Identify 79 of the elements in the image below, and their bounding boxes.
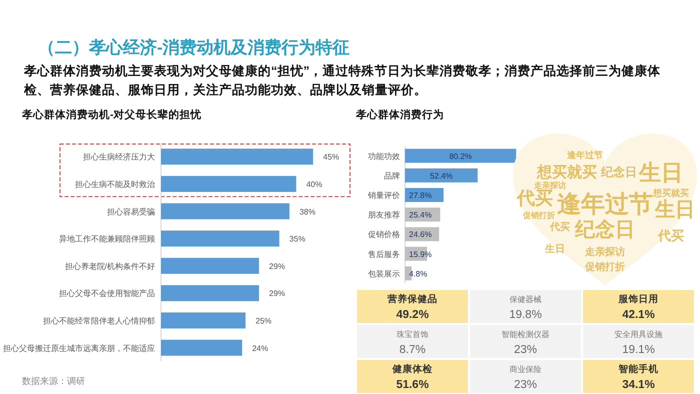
data-label: 25% [256,316,272,326]
text: 23% [514,344,538,356]
text: 促销打折 [522,211,555,220]
text: 8.7% [399,344,426,356]
text: 走亲探访 [584,246,625,258]
y-tick-label: 朋友推荐 [368,210,400,220]
y-tick-label: 销量评价 [367,191,400,200]
chart-title: 孝心群体消费行为 [355,108,444,121]
category-label: 商业保险 [510,365,542,374]
data-label: 52.4% [430,171,453,180]
text: 孝心群体消费动机主要表现为对父母健康的“担忧”，通过特殊节日为长辈消费敬孝；消费产品选择前三为健康体检、营养保健品、服饰日用，关注产品功能功效、品牌以及销量评价。 [24,63,662,99]
text: 34.1% [622,379,655,391]
text: 代买 [657,228,684,243]
bar [161,340,242,356]
bar [161,176,296,192]
text: （二）孝心经济-消费动机及消费行为特征 [38,38,350,57]
bar [161,312,246,328]
y-tick-label: 担心父母搬迁原生城市远离亲朋，不能适应 [3,344,155,353]
text: 逢年过节 [557,191,653,218]
chart-title: 孝心群体消费动机-对父母长辈的担忧 [21,108,202,121]
text: 生日 [638,160,683,185]
text: 42.1% [622,309,655,321]
y-tick-label: 担心容易受骗 [107,207,155,216]
data-label: 25.4% [409,210,432,220]
text: 生日 [544,243,565,255]
category-label: 珠宝首饰 [396,330,428,339]
text: 代买 [516,188,553,208]
category-label: 营养保健品 [386,293,438,305]
y-tick-label: 担心不能经常陪伴老人心情抑郁 [43,316,155,326]
text: 走亲探访 [533,180,566,190]
y-tick-label: 担心父母不会使用智能产品 [59,289,155,298]
bar [161,285,260,302]
y-tick-label: 包装展示 [368,269,400,278]
data-label: 38% [299,207,316,216]
category-label: 保健器械 [510,295,542,304]
bar [161,258,260,274]
text: 代买 [549,221,570,233]
y-tick-label: 促销价格 [368,230,400,240]
y-tick-label: 异地工作不能兼顾陪伴照顾 [59,234,155,244]
y-tick-label: 担心养老院/机构条件不好 [64,262,155,271]
category-label: 智能检测仪器 [502,330,550,339]
data-label: 40% [306,180,322,189]
text: 想买就买 [536,164,597,181]
data-label: 29% [269,262,286,271]
data-label: 27.8% [409,191,432,200]
data-label: 35% [289,234,306,244]
data-label: 24% [252,344,268,353]
text: 51.6% [396,379,429,391]
text: 纪念日 [574,219,635,241]
text: 逢年过节 [566,150,603,160]
bar [161,148,314,165]
bar [161,230,280,247]
text: 想买就买 [652,188,689,198]
text: 促销打折 [584,261,625,273]
y-tick-label: 功能功效 [368,152,400,161]
bar [405,148,516,163]
y-tick-label: 品牌 [384,171,400,180]
data-label: 80.2% [449,152,472,161]
y-tick-label: 担心生病经济压力大 [83,152,155,162]
y-tick-label: 售后服务 [368,250,400,259]
text: 生日 [654,199,695,221]
bar [405,168,478,182]
text: 49.2% [396,309,429,321]
data-label: 15.9% [409,250,432,259]
source-note: 数据来源：调研 [22,376,85,386]
data-label: 45% [323,152,340,162]
category-label: 服饰日用 [618,293,658,305]
text: 19.8% [509,309,542,321]
y-tick-label: 担心生病不能及时救治 [75,180,155,189]
data-label: 4.8% [409,269,428,278]
text: 23% [514,379,538,391]
category-label: 智能手机 [618,363,658,375]
data-label: 24.6% [409,230,432,240]
category-label: 健康体检 [392,363,434,375]
data-label: 29% [269,289,286,298]
text: 19.1% [622,344,655,356]
category-label: 安全用具设施 [614,330,662,339]
text: 纪念日 [600,165,637,179]
bar [161,203,290,220]
